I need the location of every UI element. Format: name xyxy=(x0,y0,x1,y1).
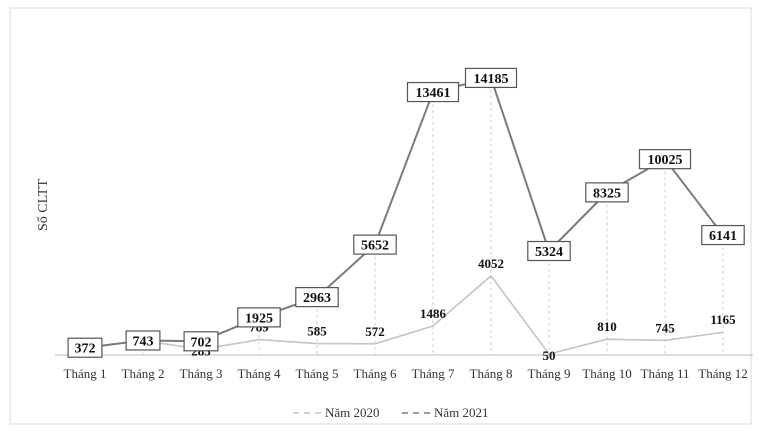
data-label-value: 14185 xyxy=(474,72,509,87)
data-label-value: 2963 xyxy=(303,291,331,306)
data-label-box xyxy=(464,67,518,89)
data-label-2021: 2963 xyxy=(295,287,339,308)
data-label-2020: 585 xyxy=(307,324,327,339)
data-labels: 2857895855721486405250810745116537274370… xyxy=(67,67,745,363)
data-label-value: 6141 xyxy=(709,229,737,244)
data-label-2020: 1165 xyxy=(710,312,736,327)
data-label-2021: 702 xyxy=(183,331,219,352)
chart-frame xyxy=(9,7,752,425)
data-label-2021: 1925 xyxy=(237,307,281,328)
x-tick-label: Tháng 4 xyxy=(238,366,281,381)
data-label-2021: 14185 xyxy=(464,67,518,89)
data-label-2021: 5652 xyxy=(353,234,397,255)
data-label-value: 5324 xyxy=(535,245,563,260)
series-lines xyxy=(84,76,724,355)
data-label-value: 372 xyxy=(75,342,96,357)
x-tick-label: Tháng 3 xyxy=(180,366,223,381)
x-tick-label: Tháng 1 xyxy=(64,366,107,381)
data-label-box xyxy=(638,149,692,170)
x-tick-label: Tháng 11 xyxy=(641,366,690,381)
data-label-box xyxy=(183,331,219,352)
data-label-2021: 5324 xyxy=(527,240,571,262)
x-tick-label: Tháng 8 xyxy=(470,366,513,381)
data-label-2020: 745 xyxy=(655,320,675,335)
data-label-box xyxy=(125,330,161,351)
x-tick-label: Tháng 6 xyxy=(354,366,397,381)
x-tick-label: Tháng 5 xyxy=(296,366,339,381)
data-label-box xyxy=(295,287,339,308)
data-label-box xyxy=(353,234,397,255)
x-tick-labels: Tháng 1 Tháng 2 Tháng 3 Tháng 4 Tháng 5 Tháng… xyxy=(64,366,748,381)
data-label-2020: 50 xyxy=(543,348,556,363)
data-label-value: 1925 xyxy=(245,311,273,326)
data-label-2021: 10025 xyxy=(638,149,692,170)
data-label-box xyxy=(67,337,103,358)
x-tick-label: Tháng 2 xyxy=(122,366,165,381)
y-axis-label: Số CLTT xyxy=(36,179,51,231)
x-tick-label: Tháng 9 xyxy=(528,366,571,381)
x-tick-label: Tháng 7 xyxy=(412,366,455,381)
data-label-value: 702 xyxy=(191,335,212,350)
data-label-2020: 810 xyxy=(597,319,617,334)
data-label-value: 10025 xyxy=(648,153,683,168)
legend: Năm 2020 Năm 2021 xyxy=(293,405,489,420)
series-line-2020 xyxy=(84,275,724,355)
drop-lines xyxy=(84,77,724,355)
data-label-box xyxy=(237,307,281,328)
series-line-2021 xyxy=(84,76,724,349)
data-label-box xyxy=(701,224,745,246)
legend-label-2021: Năm 2021 xyxy=(434,405,489,420)
data-label-2021: 743 xyxy=(125,330,161,351)
data-label-value: 13461 xyxy=(416,86,451,101)
x-tick-label: Tháng 10 xyxy=(582,366,631,381)
legend-label-2020: Năm 2020 xyxy=(325,405,380,420)
data-label-2020: 4052 xyxy=(478,256,504,271)
data-label-value: 743 xyxy=(133,334,154,349)
data-label-box xyxy=(585,182,629,203)
data-label-value: 5652 xyxy=(361,239,389,254)
data-label-box xyxy=(527,240,571,262)
data-label-value: 8325 xyxy=(593,186,621,201)
data-label-2021: 372 xyxy=(67,337,103,358)
data-label-2021: 6141 xyxy=(701,224,745,246)
data-label-2020: 1486 xyxy=(420,306,447,321)
data-label-2021: 13461 xyxy=(406,81,460,103)
data-label-2020: 572 xyxy=(365,324,385,339)
data-label-2021: 8325 xyxy=(585,182,629,203)
x-tick-label: Tháng 12 xyxy=(698,366,747,381)
data-label-box xyxy=(406,81,460,103)
